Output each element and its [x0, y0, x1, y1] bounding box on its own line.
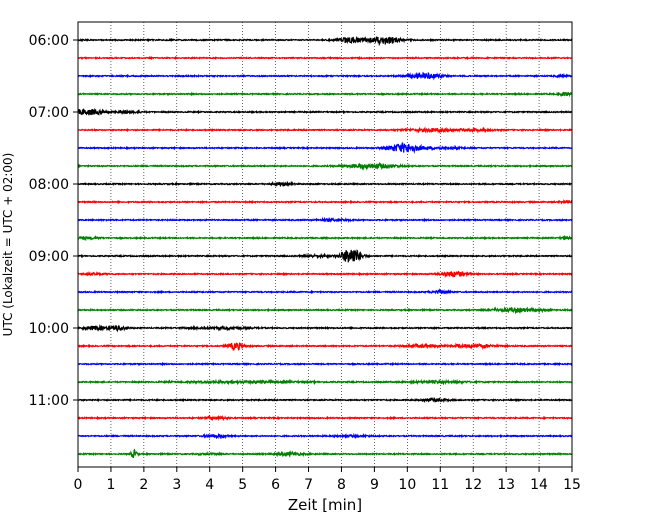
trace-08:30 [77, 216, 573, 224]
trace-06:30 [77, 71, 573, 81]
trace-10:30 [77, 361, 573, 367]
y-tick-label: 10:00 [29, 321, 69, 337]
trace-08:15 [77, 199, 573, 205]
trace-11:45 [77, 448, 573, 459]
trace-11:00 [77, 397, 573, 403]
trace-09:15 [77, 270, 573, 278]
trace-07:30 [77, 142, 573, 154]
x-tick-label: 10 [398, 477, 416, 493]
y-axis-ticks: 06:00 07:00 08:00 09:00 10:00 11:00 [29, 33, 78, 409]
x-tick-label: 6 [271, 477, 280, 493]
trace-06:45 [77, 91, 573, 98]
vertical-grid [110, 22, 540, 467]
y-tick-label: 07:00 [29, 105, 69, 121]
plot-frame [77, 21, 573, 468]
trace-10:15 [77, 342, 573, 352]
x-axis-ticks: 0 1 2 3 4 5 6 7 8 9 10 11 12 13 14 15 [74, 467, 581, 493]
trace-10:00 [77, 324, 573, 333]
trace-07:00 [77, 107, 573, 116]
trace-06:15 [77, 55, 573, 61]
y-tick-label: 06:00 [29, 33, 69, 49]
trace-11:30 [77, 432, 573, 440]
x-tick-label: 11 [431, 477, 449, 493]
x-tick-label: 5 [238, 477, 247, 493]
x-tick-label: 13 [497, 477, 515, 493]
x-tick-label: 12 [464, 477, 482, 493]
trace-10:45 [77, 378, 573, 386]
trace-11:15 [77, 414, 573, 422]
x-tick-label: 14 [530, 477, 548, 493]
trace-07:45 [77, 161, 573, 171]
trace-08:00 [77, 180, 573, 188]
x-tick-label: 8 [337, 477, 346, 493]
y-tick-label: 09:00 [29, 249, 69, 265]
x-tick-label: 9 [370, 477, 379, 493]
y-tick-label: 11:00 [29, 393, 69, 409]
x-axis-label: Zeit [min] [288, 496, 362, 514]
x-tick-label: 3 [172, 477, 181, 493]
x-tick-label: 7 [304, 477, 313, 493]
x-tick-label: 2 [139, 477, 148, 493]
x-tick-label: 4 [205, 477, 214, 493]
trace-07:15 [77, 126, 573, 134]
y-axis-label: UTC (Lokalzeit = UTC + 02:00) [1, 153, 15, 337]
x-tick-label: 0 [74, 477, 83, 493]
trace-06:00 [77, 36, 573, 47]
x-tick-label: 1 [106, 477, 115, 493]
y-tick-label: 08:00 [29, 177, 69, 193]
trace-group [77, 36, 573, 459]
trace-09:00 [77, 249, 573, 263]
trace-08:45 [77, 234, 573, 242]
x-tick-label: 15 [563, 477, 581, 493]
trace-09:30 [77, 288, 573, 295]
trace-09:45 [77, 305, 573, 315]
